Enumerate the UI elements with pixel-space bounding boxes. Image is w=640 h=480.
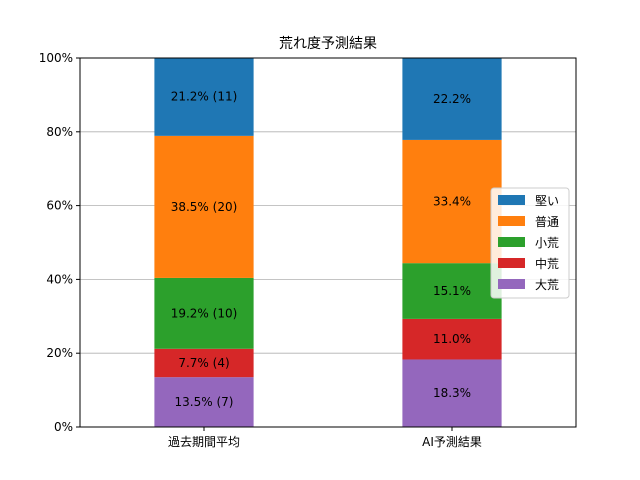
bar-segment-0-1 [154, 348, 254, 378]
ytick-label-40: 40% [46, 272, 73, 286]
data-label-1-2: 15.1% [433, 284, 471, 298]
data-label-0-3: 38.5% (20) [171, 200, 238, 214]
ytick-label-60: 60% [46, 199, 73, 213]
data-label-0-4: 21.2% (11) [171, 90, 238, 104]
axes: 0% 20% 40% 60% 80% 100% 過去期間平均 AI予測結果 [39, 51, 482, 449]
ytick-label-100: 100% [39, 51, 73, 65]
legend-swatch-3 [498, 258, 525, 268]
bar-segment-0-0 [154, 377, 254, 427]
bars [154, 57, 502, 427]
plot-area-frame [79, 57, 577, 428]
data-label-1-0: 18.3% [433, 386, 471, 400]
bar-segment-1-2 [402, 263, 502, 319]
chart-title: 荒れ度予測結果 [279, 36, 377, 52]
data-label-0-2: 19.2% (10) [171, 306, 238, 320]
bar-segment-1-0 [402, 359, 502, 427]
legend-label-2: 小荒 [535, 236, 559, 250]
data-label-1-4: 22.2% [433, 92, 471, 106]
data-label-1-1: 11.0% [433, 332, 471, 346]
bar-segment-1-4 [402, 58, 502, 140]
ytick-label-0: 0% [54, 420, 73, 434]
bar-segment-1-3 [402, 139, 502, 264]
legend-swatch-0 [498, 195, 525, 205]
legend-swatch-2 [498, 237, 525, 247]
bar-segment-1-1 [402, 318, 502, 360]
legend-label-0: 堅い [535, 194, 559, 208]
legend-label-3: 中荒 [535, 256, 559, 271]
legend-swatch-4 [498, 279, 525, 289]
data-label-0-1: 7.7% (4) [178, 356, 229, 370]
bar-segment-0-3 [154, 135, 254, 278]
data-label-0-0: 13.5% (7) [175, 395, 234, 409]
xtick-label-0: 過去期間平均 [168, 435, 240, 449]
legend-label-1: 普通 [535, 215, 559, 229]
bar-segment-0-2 [154, 277, 254, 349]
legend-swatch-1 [498, 216, 525, 226]
data-labels: 13.5% (7) 7.7% (4) 19.2% (10) 38.5% (20) 21.… [171, 90, 471, 409]
xtick-label-1: AI予測結果 [422, 435, 482, 449]
ytick-label-20: 20% [46, 346, 73, 360]
legend-box [490, 187, 570, 299]
legend-label-4: 大荒 [535, 278, 559, 292]
bar-segment-0-4 [154, 57, 254, 136]
ytick-label-80: 80% [46, 125, 73, 139]
data-label-1-3: 33.4% [433, 195, 471, 209]
